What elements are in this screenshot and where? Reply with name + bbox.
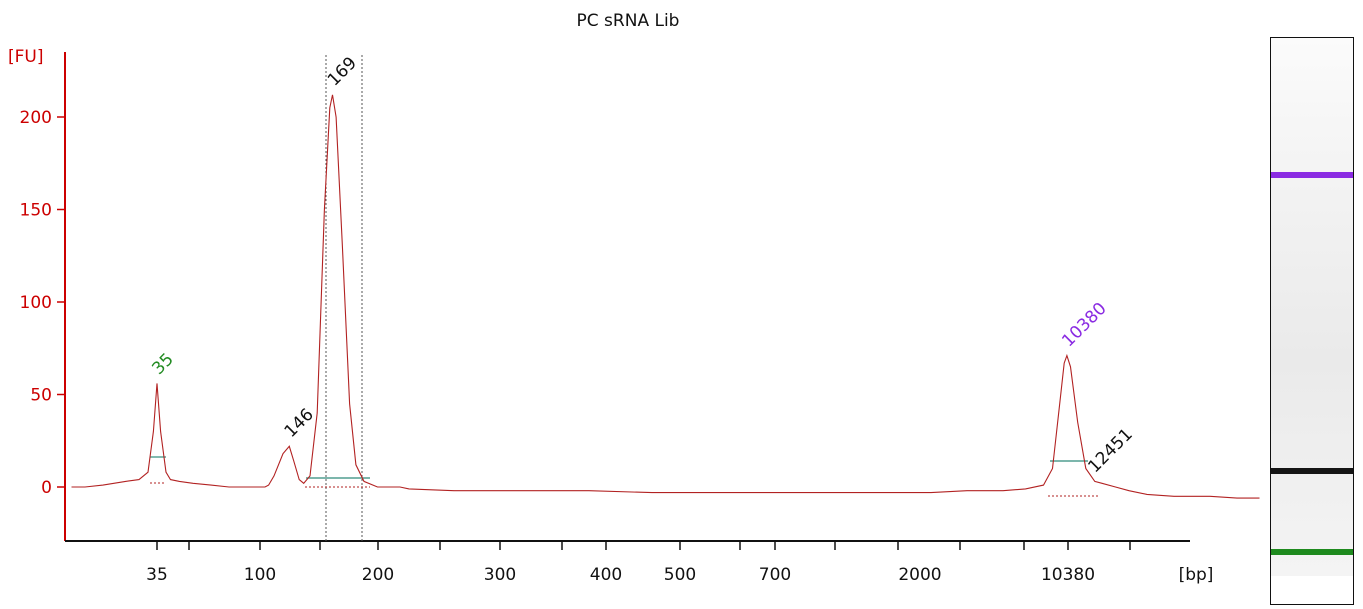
y-tick-label: 50	[30, 386, 52, 406]
trace-line	[71, 94, 1260, 499]
peak-label: 169	[324, 53, 361, 90]
x-tick-label: 10380	[1041, 565, 1095, 585]
x-tick-label: 400	[590, 565, 622, 585]
gel-image-panel	[1270, 37, 1354, 605]
plot-area: 35 146 169 10380 12451	[71, 53, 1260, 541]
peak-label: 10380	[1058, 299, 1110, 351]
axes: 0 50 100 150 200 35 100 200 300 400 500 700 2000 1038…	[20, 52, 1190, 585]
peak-label: 35	[148, 349, 177, 378]
y-tick-label: 200	[20, 108, 52, 128]
chart-title: PC sRNA Lib	[577, 11, 680, 31]
x-tick-label: 35	[146, 565, 168, 585]
y-axis-label: [FU]	[8, 47, 44, 67]
x-tick-label: 700	[759, 565, 791, 585]
gel-band	[1271, 172, 1353, 179]
x-tick-label: 300	[484, 565, 516, 585]
gel-band	[1271, 468, 1353, 475]
peak-label: 146	[281, 405, 318, 442]
x-axis-label: [bp]	[1179, 565, 1214, 585]
y-tick-label: 150	[20, 201, 52, 221]
gel-band	[1271, 548, 1353, 555]
y-tick-label: 100	[20, 293, 52, 313]
x-tick-label: 500	[664, 565, 696, 585]
x-tick-label: 2000	[898, 565, 941, 585]
peak-label: 12451	[1084, 425, 1136, 477]
x-tick-label: 200	[362, 565, 394, 585]
gel-lane	[1271, 38, 1353, 576]
x-tick-label: 100	[244, 565, 276, 585]
y-tick-label: 0	[41, 478, 52, 498]
